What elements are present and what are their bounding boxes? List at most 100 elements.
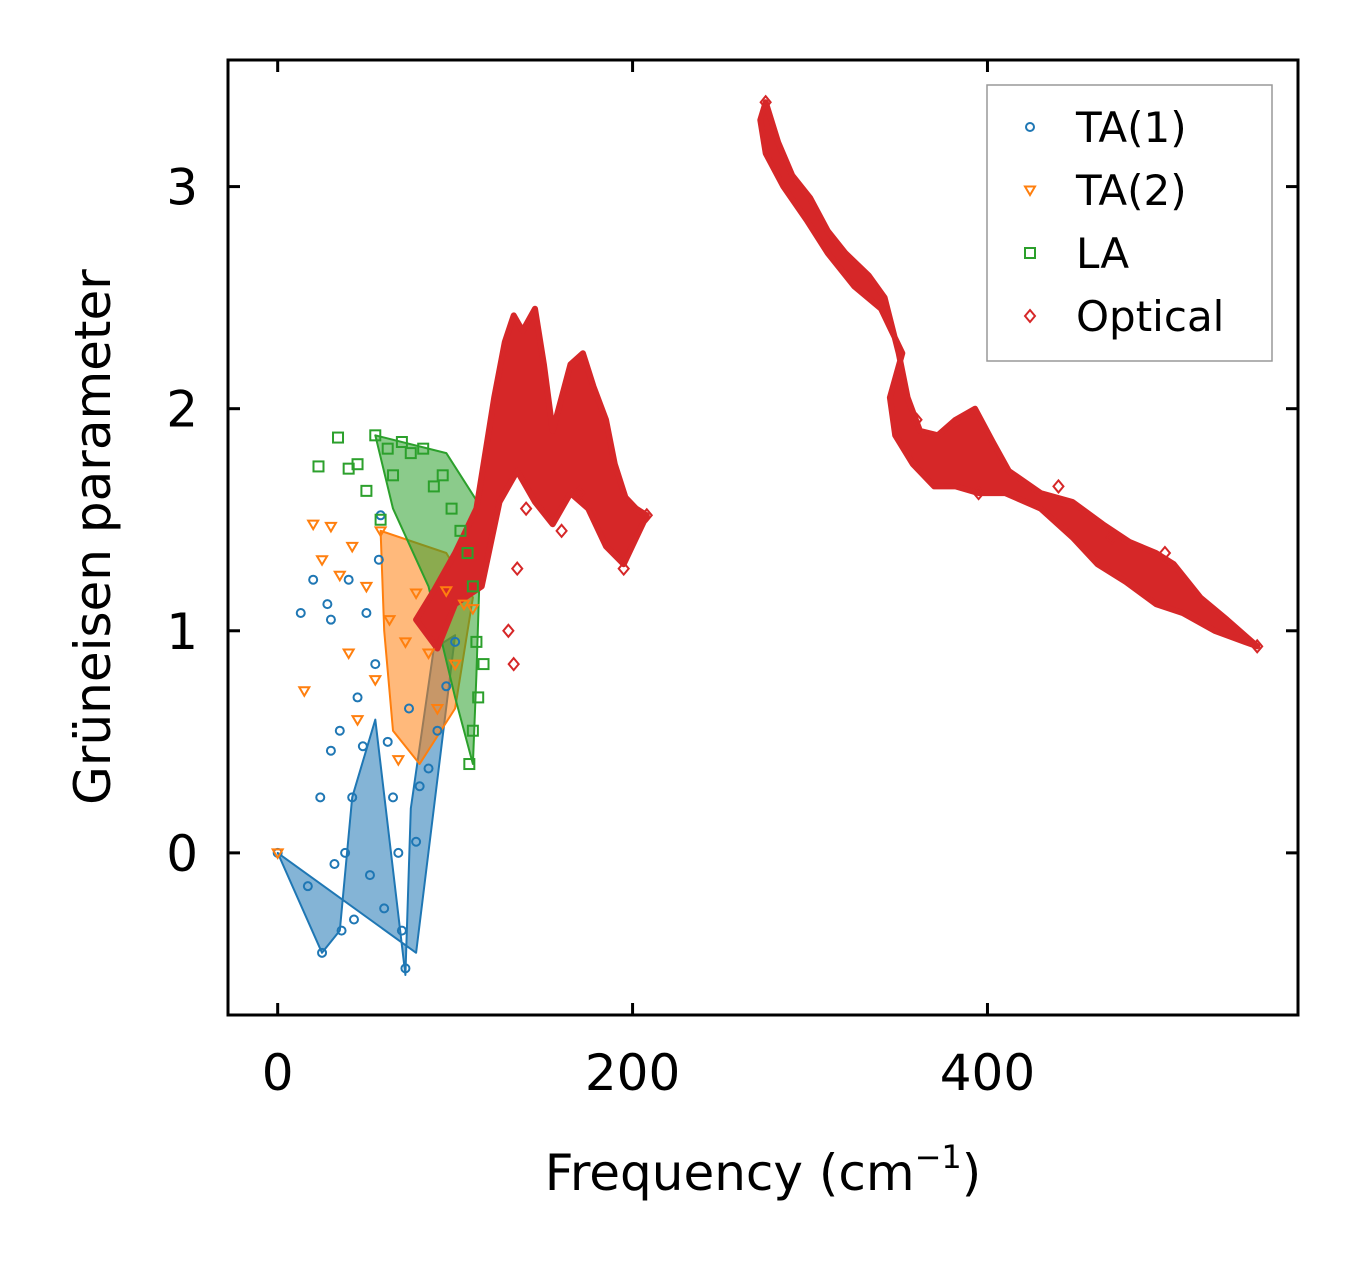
- la-point: [381, 442, 394, 455]
- ta-1-point: [315, 792, 326, 803]
- ta-2-point: [421, 648, 436, 660]
- dense-scatter-regions: [276, 99, 1261, 976]
- optical-point: [1250, 638, 1264, 654]
- ta-1-dense-region: [276, 634, 457, 976]
- ta-2-point: [350, 715, 365, 727]
- legend-la-marker: [1024, 247, 1036, 259]
- ta-2-point: [457, 599, 471, 612]
- la-point: [436, 469, 449, 482]
- ta-1-point: [352, 692, 363, 703]
- ta-1-point: [373, 554, 384, 565]
- ta-1-point: [340, 847, 351, 858]
- legend-ta-2-marker: [1023, 185, 1037, 197]
- y-axis-ticks: 0 1 2 3: [166, 159, 1298, 883]
- la-point: [463, 758, 476, 771]
- x-axis-ticks: 0 200 400: [262, 60, 1035, 1102]
- x-tick-label: 400: [940, 1044, 1035, 1102]
- legend-ta-1-marker: [1025, 122, 1035, 132]
- la-dense-region: [374, 434, 483, 765]
- ta-1-point: [400, 963, 411, 974]
- optical-point: [617, 561, 631, 577]
- la-point: [445, 502, 458, 515]
- y-tick-label: 1: [166, 603, 198, 661]
- optical-point: [507, 656, 520, 672]
- legend-entries: TA(1) TA(2) LA Optical: [1023, 103, 1224, 341]
- optical-point: [910, 412, 923, 428]
- plot-frame: [226, 58, 1300, 1017]
- la-point: [351, 458, 364, 471]
- ta-2-point: [359, 581, 374, 594]
- ta-2-point: [333, 570, 347, 583]
- la-point: [404, 447, 417, 460]
- legend-ta-1-label: TA(1): [1075, 103, 1187, 152]
- la-point: [470, 635, 483, 648]
- ta-1-point: [450, 636, 461, 647]
- ta-1-point: [403, 703, 414, 714]
- optical-point: [555, 523, 568, 539]
- la-point: [466, 580, 479, 593]
- ta-2-point: [439, 586, 454, 598]
- ta-1-point: [302, 881, 313, 892]
- y-tick-label: 2: [166, 381, 198, 439]
- ta-1-point: [336, 925, 347, 936]
- ta-2-point: [324, 521, 338, 534]
- la-point: [477, 658, 490, 671]
- ta-1-point: [370, 659, 381, 670]
- ta-1-point: [441, 681, 452, 692]
- la-point: [374, 513, 387, 526]
- la-point: [312, 460, 325, 473]
- ta-1-point: [382, 736, 393, 747]
- la-point: [417, 442, 430, 455]
- ta-1-point: [295, 608, 306, 619]
- la-point: [360, 484, 373, 497]
- ta-2-point: [430, 704, 445, 716]
- optical-point: [573, 485, 586, 501]
- la-point: [332, 431, 345, 444]
- ta-2-point: [409, 588, 423, 600]
- ta-2-point: [270, 848, 285, 860]
- ta-1-point: [322, 599, 333, 610]
- ta-2-point: [315, 555, 329, 567]
- optical-point: [1158, 545, 1172, 561]
- legend: TA(1) TA(2) LA Optical: [986, 84, 1273, 362]
- legend-la-label: LA: [1076, 229, 1129, 278]
- ta-1-point: [388, 792, 399, 803]
- optical-point: [1105, 529, 1118, 546]
- ta-2-point: [297, 686, 312, 698]
- ta-1-point: [317, 947, 328, 958]
- la-point: [395, 436, 408, 448]
- ta-2-point: [466, 604, 480, 616]
- ta-1-point: [343, 574, 354, 585]
- ta-1-point: [432, 725, 443, 736]
- ta-2-point: [448, 659, 462, 672]
- optical-point: [1052, 478, 1065, 494]
- ta-1-point: [423, 763, 434, 774]
- x-axis-title: Frequency (cm−1): [545, 1138, 982, 1202]
- optical-dense-region: [757, 99, 1261, 650]
- la-point: [472, 691, 485, 704]
- y-axis-title: Grüneisen parameter: [64, 269, 122, 805]
- legend-optical-marker: [1023, 308, 1037, 324]
- ta-2-point: [341, 648, 356, 660]
- ta-2-point: [391, 755, 406, 767]
- ta-1-point: [379, 903, 390, 914]
- y-tick-label: 0: [166, 825, 198, 883]
- la-point: [461, 547, 474, 560]
- ta-2-point: [368, 675, 383, 687]
- la-point: [454, 524, 467, 537]
- optical-point: [510, 561, 524, 577]
- scatter-markers: [270, 94, 1264, 974]
- ta-1-point: [414, 781, 425, 792]
- optical-point: [519, 501, 533, 517]
- ta-1-point: [325, 745, 336, 756]
- legend-ta-2-label: TA(2): [1075, 166, 1187, 215]
- ta-1-point: [411, 836, 422, 847]
- ta-1-point: [364, 870, 375, 881]
- ta-2-point: [345, 541, 359, 554]
- la-point: [369, 429, 382, 442]
- optical-point: [502, 623, 515, 639]
- optical-point: [759, 94, 772, 110]
- ta-1-point: [325, 614, 336, 625]
- la-point: [466, 724, 479, 737]
